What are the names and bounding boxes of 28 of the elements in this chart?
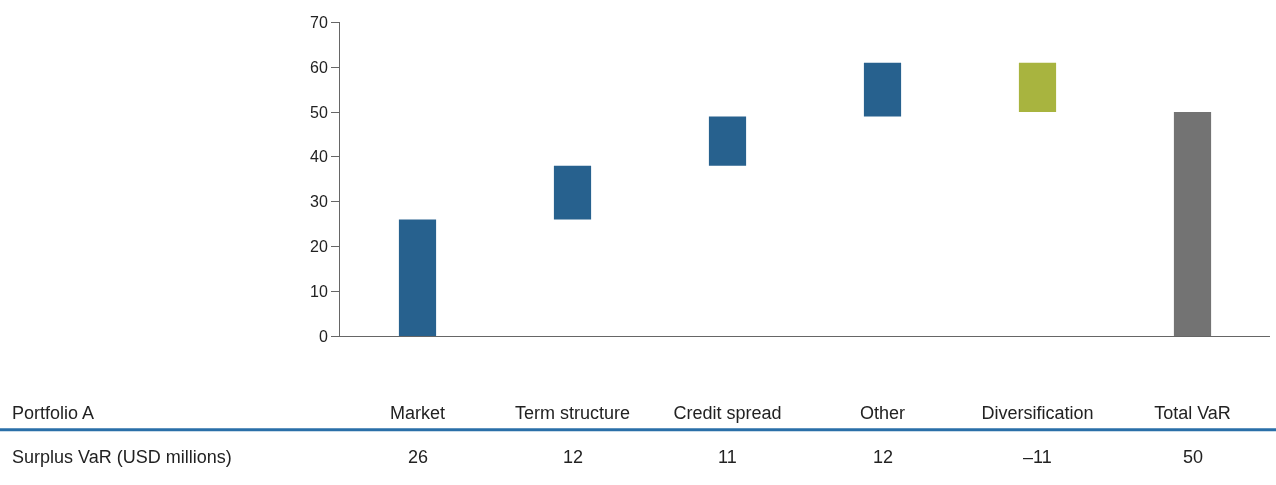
y-tick-label: 50	[310, 103, 328, 121]
x-tick-label: Term structure	[514, 402, 631, 423]
y-tick-label: 10	[310, 282, 328, 300]
y-tick-label: 70	[310, 14, 328, 32]
data-label: 12	[873, 447, 894, 467]
data-label: –11	[1023, 447, 1052, 467]
data-label: 12	[563, 447, 584, 467]
bar	[553, 165, 592, 220]
x-tick-label: Diversification	[981, 402, 1094, 423]
bar	[1018, 62, 1057, 113]
bar	[398, 219, 437, 337]
x-tick-label: Other	[859, 402, 906, 423]
y-tick-label: 0	[318, 327, 328, 345]
y-tick-label: 60	[310, 58, 328, 76]
y-tick-label: 40	[310, 148, 328, 166]
bar	[708, 116, 747, 166]
text: Surplus VaR (USD millions)	[12, 447, 232, 467]
data-label: 11	[718, 447, 737, 467]
bar	[863, 62, 902, 117]
y-tick-label: 20	[310, 238, 328, 256]
data-label: 50	[1183, 447, 1204, 467]
x-tick-label: Market	[389, 402, 446, 423]
data-label: 26	[408, 447, 429, 467]
text: Portfolio A	[12, 403, 95, 423]
x-tick-label: Total VaR	[1154, 402, 1231, 423]
y-tick-label: 30	[310, 193, 328, 211]
bar	[1173, 112, 1212, 337]
x-tick-label: Credit spread	[673, 402, 782, 423]
